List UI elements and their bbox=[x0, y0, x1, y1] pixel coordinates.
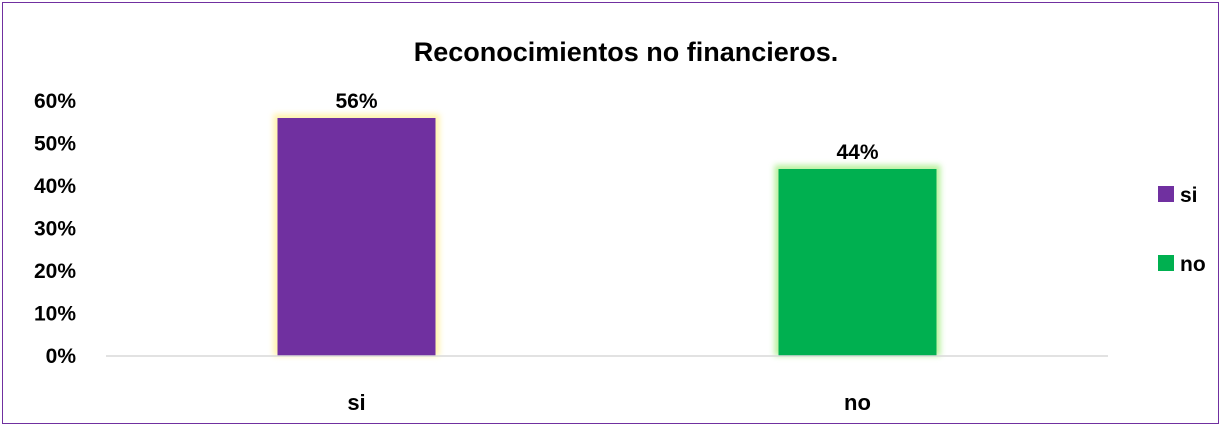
bars: 56% 44% bbox=[273, 90, 941, 356]
legend-swatch bbox=[1158, 186, 1174, 202]
data-label: 56% bbox=[335, 90, 377, 113]
y-axis-ticks: 0% 10% 20% 30% 40% 50% 60% bbox=[34, 90, 76, 368]
legend-label: no bbox=[1180, 253, 1206, 276]
chart-title: Reconocimientos no financieros. bbox=[414, 37, 839, 67]
y-tick-label: 0% bbox=[46, 345, 77, 368]
x-axis-categories: si no bbox=[347, 390, 871, 415]
legend: si no bbox=[1158, 184, 1206, 276]
data-label: 44% bbox=[836, 141, 878, 164]
y-tick-label: 20% bbox=[34, 260, 76, 283]
bar-no bbox=[778, 169, 937, 356]
y-tick-label: 60% bbox=[34, 90, 76, 113]
y-tick-label: 40% bbox=[34, 175, 76, 198]
legend-swatch bbox=[1158, 255, 1174, 271]
y-tick-label: 10% bbox=[34, 303, 76, 326]
bar-si bbox=[277, 118, 436, 356]
x-category-label: si bbox=[347, 390, 365, 415]
x-category-label: no bbox=[844, 390, 871, 415]
y-tick-label: 50% bbox=[34, 133, 76, 156]
y-tick-label: 30% bbox=[34, 218, 76, 241]
legend-label: si bbox=[1180, 184, 1198, 207]
